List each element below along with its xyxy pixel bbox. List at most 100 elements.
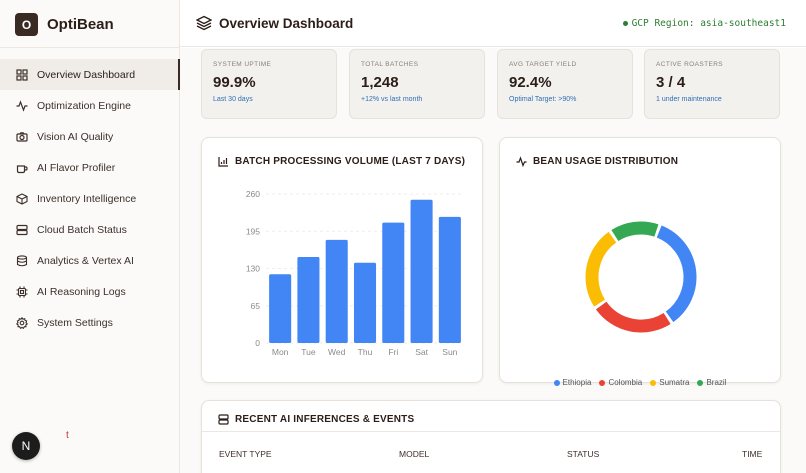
divider <box>202 431 780 432</box>
legend-swatch <box>650 379 657 386</box>
camera-icon <box>16 131 28 143</box>
sidebar-item-label: Cloud Batch Status <box>37 223 127 236</box>
bar-mon[interactable] <box>269 274 292 343</box>
chart-legend: Ethiopia Colombia Sumatra Brazil <box>500 378 780 387</box>
column-header-time[interactable]: TIME <box>742 449 763 459</box>
legend-item-ethiopia[interactable]: Ethiopia <box>553 378 592 387</box>
sidebar-item-label: Optimization Engine <box>37 99 131 112</box>
sidebar-item-overview-dashboard[interactable]: Overview Dashboard <box>0 59 180 90</box>
stat-card-active-roasters: Active Roasters 3 / 4 1 under maintenanc… <box>644 49 780 119</box>
activity-icon <box>16 99 28 112</box>
sidebar-item-label: AI Reasoning Logs <box>37 285 126 298</box>
brand-divider <box>0 47 180 48</box>
slice-sumatra[interactable] <box>585 231 617 307</box>
card-title: BATCH PROCESSING VOLUME (LAST 7 DAYS) <box>218 156 465 167</box>
card-title-text: BATCH PROCESSING VOLUME (LAST 7 DAYS) <box>235 156 466 167</box>
y-tick-label: 65 <box>251 301 261 311</box>
sidebar-item-optimization-engine[interactable]: Optimization Engine <box>0 90 180 121</box>
layers-icon <box>196 15 212 31</box>
bar-wed[interactable] <box>325 239 348 343</box>
x-tick-label: Wed <box>328 347 346 357</box>
legend-label: Colombia <box>608 378 643 387</box>
main-content: System Uptime 99.9% Last 30 days Total B… <box>180 48 806 473</box>
legend-swatch <box>697 379 704 386</box>
x-tick-label: Sat <box>415 347 428 357</box>
stat-card-system-uptime: System Uptime 99.9% Last 30 days <box>201 49 337 119</box>
x-tick-label: Fri <box>388 347 398 357</box>
stat-value: 92.4% <box>509 74 552 91</box>
slice-colombia[interactable] <box>595 301 671 333</box>
server-icon <box>218 414 229 425</box>
column-header-model[interactable]: MODEL <box>399 449 430 459</box>
sidebar-item-label: Inventory Intelligence <box>37 192 137 205</box>
legend-label: Ethiopia <box>562 378 592 387</box>
bar-sun[interactable] <box>438 216 461 343</box>
sidebar-item-label: System Settings <box>37 316 113 329</box>
bar-thu[interactable] <box>353 262 377 343</box>
coffee-cup-icon <box>16 162 28 174</box>
brand-name: OptiBean <box>47 16 114 33</box>
brand-logo: O <box>15 13 38 36</box>
slice-ethiopia[interactable] <box>656 225 697 323</box>
top-header: Overview Dashboard GCP Region: asia-sout… <box>180 0 806 47</box>
batch-volume-card: BATCH PROCESSING VOLUME (LAST 7 DAYS) 0 6… <box>201 137 483 383</box>
legend-item-colombia[interactable]: Colombia <box>599 378 642 387</box>
gear-icon <box>16 316 28 329</box>
sidebar-item-ai-reasoning-logs[interactable]: AI Reasoning Logs <box>0 276 180 307</box>
card-title-text: RECENT AI INFERENCES & EVENTS <box>235 414 415 425</box>
bar-chart-icon <box>218 157 228 167</box>
bar-tue[interactable] <box>297 257 320 343</box>
package-icon <box>16 192 28 205</box>
bar-sat[interactable] <box>410 199 433 343</box>
batch-volume-chart: 0 65 130 195 260 Mon Tue Wed Thu Fri Sat Sun <box>246 189 464 357</box>
bar-fri[interactable] <box>382 222 405 343</box>
card-title-text: BEAN USAGE DISTRIBUTION <box>533 156 679 167</box>
x-tick-label: Tue <box>301 347 316 357</box>
sidebar-item-label: AI Flavor Profiler <box>37 161 116 174</box>
stat-value: 3 / 4 <box>656 74 686 91</box>
card-title: RECENT AI INFERENCES & EVENTS <box>218 414 414 425</box>
sidebar-item-ai-flavor-profiler[interactable]: AI Flavor Profiler <box>0 152 180 183</box>
column-header-event-type[interactable]: EVENT TYPE <box>219 449 272 459</box>
dev-tools-badge[interactable]: N <box>12 432 40 460</box>
sidebar-item-label: Overview Dashboard <box>37 68 136 81</box>
stat-sub: Optimal Target: >90% <box>509 96 577 103</box>
column-header-status[interactable]: STATUS <box>567 449 600 459</box>
sidebar: O OptiBean Overview Dashboard Optimizati… <box>0 0 180 473</box>
gcp-region-text: GCP Region: asia-southeast1 <box>631 18 786 29</box>
stat-label: Total Batches <box>361 61 419 68</box>
legend-label: Sumatra <box>659 378 690 387</box>
stat-label: Avg Target Yield <box>509 61 577 68</box>
server-icon <box>16 224 28 236</box>
bean-usage-chart <box>585 221 697 333</box>
sidebar-item-analytics-vertex-ai[interactable]: Analytics & Vertex AI <box>0 245 180 276</box>
sidebar-item-inventory-intelligence[interactable]: Inventory Intelligence <box>0 183 180 214</box>
legend-item-sumatra[interactable]: Sumatra <box>650 378 689 387</box>
stat-value: 1,248 <box>361 74 399 91</box>
sidebar-item-vision-ai-quality[interactable]: Vision AI Quality <box>0 121 180 152</box>
slice-brazil[interactable] <box>611 221 659 242</box>
y-tick-label: 0 <box>255 338 260 348</box>
stat-value: 99.9% <box>213 74 256 91</box>
sidebar-item-label: Vision AI Quality <box>37 130 114 143</box>
y-tick-label: 195 <box>246 226 260 236</box>
legend-swatch <box>599 379 606 386</box>
stat-card-avg-target-yield: Avg Target Yield 92.4% Optimal Target: >… <box>497 49 633 119</box>
legend-label: Brazil <box>706 378 727 387</box>
page-title: Overview Dashboard <box>196 15 353 31</box>
card-title: BEAN USAGE DISTRIBUTION <box>516 156 678 167</box>
status-dot <box>622 21 628 26</box>
page-title-text: Overview Dashboard <box>219 15 354 31</box>
stat-card-total-batches: Total Batches 1,248 +12% vs last month <box>349 49 485 119</box>
recent-events-card: RECENT AI INFERENCES & EVENTS EVENT TYPE… <box>201 400 781 473</box>
sidebar-item-system-settings[interactable]: System Settings <box>0 307 180 338</box>
brand[interactable]: O OptiBean <box>15 13 114 36</box>
activity-icon <box>516 156 527 167</box>
sidebar-item-cloud-batch-status[interactable]: Cloud Batch Status <box>0 214 180 245</box>
stat-sub: Last 30 days <box>213 96 253 103</box>
bean-usage-card: BEAN USAGE DISTRIBUTION Ethiopia Colombia… <box>499 137 781 387</box>
legend-item-brazil[interactable]: Brazil <box>697 378 726 387</box>
cpu-icon <box>16 286 28 298</box>
badge-trailing-text: t <box>66 430 69 441</box>
grid-icon <box>16 68 28 81</box>
